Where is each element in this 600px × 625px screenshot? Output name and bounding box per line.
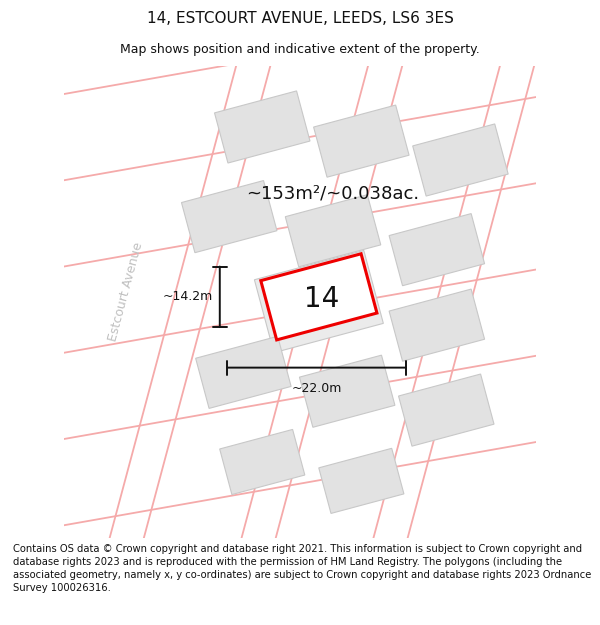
Polygon shape xyxy=(254,251,383,352)
Polygon shape xyxy=(319,448,404,513)
Polygon shape xyxy=(215,91,310,163)
Polygon shape xyxy=(413,124,508,196)
Text: ~22.0m: ~22.0m xyxy=(292,382,342,395)
Polygon shape xyxy=(285,195,381,267)
Polygon shape xyxy=(299,355,395,428)
Text: ~14.2m: ~14.2m xyxy=(163,291,213,303)
Text: 14: 14 xyxy=(304,285,339,313)
Polygon shape xyxy=(314,105,409,177)
Polygon shape xyxy=(220,429,305,494)
Text: 14, ESTCOURT AVENUE, LEEDS, LS6 3ES: 14, ESTCOURT AVENUE, LEEDS, LS6 3ES xyxy=(146,11,454,26)
Polygon shape xyxy=(389,289,485,361)
Text: Map shows position and indicative extent of the property.: Map shows position and indicative extent… xyxy=(120,42,480,56)
Polygon shape xyxy=(398,374,494,446)
Polygon shape xyxy=(389,214,485,286)
Polygon shape xyxy=(261,254,377,340)
Text: Estcourt Avenue: Estcourt Avenue xyxy=(106,241,145,343)
Polygon shape xyxy=(196,336,291,408)
Polygon shape xyxy=(181,181,277,253)
Text: ~153m²/~0.038ac.: ~153m²/~0.038ac. xyxy=(247,184,419,202)
Text: Contains OS data © Crown copyright and database right 2021. This information is : Contains OS data © Crown copyright and d… xyxy=(13,544,592,593)
